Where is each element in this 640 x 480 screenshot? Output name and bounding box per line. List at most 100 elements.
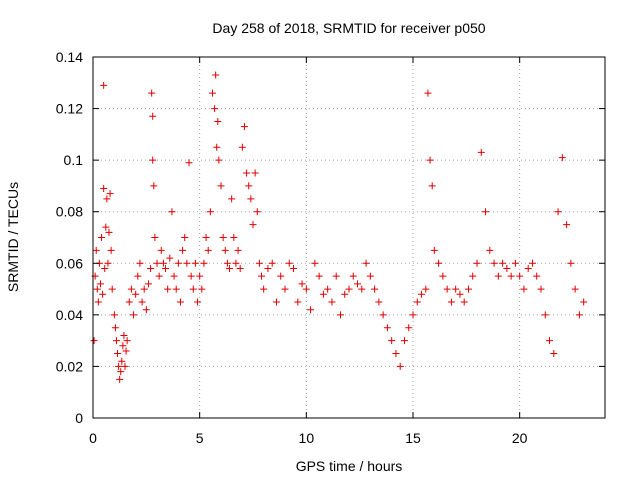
data-point (219, 234, 227, 241)
data-point (290, 264, 298, 272)
data-point (473, 259, 481, 267)
data-point (119, 342, 127, 350)
data-point (211, 105, 219, 113)
data-point (260, 285, 268, 293)
data-point (418, 290, 426, 298)
data-point (255, 259, 263, 267)
y-tick-label: 0.06 (56, 255, 83, 271)
data-point (456, 290, 464, 298)
data-point (232, 259, 240, 267)
data-point (200, 259, 208, 267)
data-point (253, 208, 261, 216)
x-axis-label: GPS time / hours (296, 458, 403, 474)
data-point (245, 182, 253, 190)
data-point (136, 259, 144, 267)
data-point (110, 311, 118, 319)
data-point (159, 259, 167, 267)
data-point (212, 71, 220, 79)
data-point (243, 169, 251, 177)
data-point (507, 272, 515, 280)
y-tick-label: 0.08 (56, 204, 83, 220)
data-point (105, 228, 113, 236)
data-point (319, 290, 327, 298)
data-point (111, 324, 119, 332)
data-point (117, 368, 125, 376)
data-point (125, 298, 133, 306)
data-point (294, 298, 302, 306)
data-point (198, 285, 206, 293)
data-point (580, 298, 588, 306)
data-point (214, 117, 222, 125)
data-point (208, 89, 216, 97)
data-point (546, 337, 554, 345)
data-point (174, 259, 182, 267)
data-point (194, 298, 202, 306)
data-point (183, 259, 191, 267)
data-point (362, 259, 370, 267)
data-point (285, 259, 293, 267)
data-point (371, 285, 379, 293)
x-tick-label: 15 (405, 430, 421, 446)
data-point (443, 285, 451, 293)
y-tick-label: 0 (75, 410, 83, 426)
y-tick-label: 0.04 (56, 307, 83, 323)
data-point (202, 234, 210, 241)
y-tick-label: 0.12 (56, 101, 83, 117)
data-point (307, 306, 315, 314)
data-point (249, 221, 257, 229)
data-point (528, 259, 536, 267)
data-point (127, 285, 135, 293)
data-point (336, 311, 344, 319)
y-axis-label: SRMTID / TECUs (5, 182, 21, 292)
data-point (151, 234, 159, 241)
grid-layer (93, 57, 605, 418)
y-tick-label: 0.1 (64, 152, 84, 168)
data-point (157, 246, 165, 254)
data-point (392, 350, 400, 358)
data-point (134, 272, 142, 280)
data-point (571, 285, 579, 293)
data-point (315, 272, 323, 280)
data-point (379, 311, 387, 319)
data-point (140, 285, 148, 293)
data-point (144, 280, 152, 288)
data-point (400, 337, 408, 345)
data-point (324, 285, 332, 293)
data-point (375, 298, 383, 306)
data-point (354, 280, 362, 288)
data-point (388, 337, 396, 345)
data-point (206, 208, 214, 216)
data-point (168, 208, 176, 216)
data-point (251, 169, 259, 177)
x-tick-label: 5 (196, 430, 204, 446)
data-point (435, 259, 443, 267)
data-point (424, 89, 432, 97)
data-point (226, 264, 234, 272)
data-point (100, 81, 108, 89)
data-point (155, 272, 163, 280)
data-point (115, 362, 123, 370)
data-point (104, 259, 112, 267)
data-point (439, 272, 447, 280)
data-point (558, 154, 566, 162)
data-point (189, 285, 197, 293)
data-point (142, 306, 150, 314)
data-point (499, 259, 507, 267)
data-point (428, 182, 436, 190)
data-point (366, 272, 374, 280)
data-point (345, 285, 353, 293)
tick-labels: 0 0.02 0.04 0.06 0.08 0.1 0.12 0.14 0 5 10 15 20 (56, 49, 528, 446)
data-point (223, 259, 231, 267)
data-point (132, 290, 140, 298)
data-point (537, 285, 545, 293)
x-tick-label: 10 (299, 430, 315, 446)
data-point (118, 357, 126, 365)
data-point (550, 350, 558, 358)
data-point (511, 259, 519, 267)
data-point (217, 182, 225, 190)
data-point (230, 234, 238, 241)
data-point (332, 272, 340, 280)
data-point (396, 362, 404, 370)
data-point (341, 290, 349, 298)
data-point (215, 156, 223, 164)
